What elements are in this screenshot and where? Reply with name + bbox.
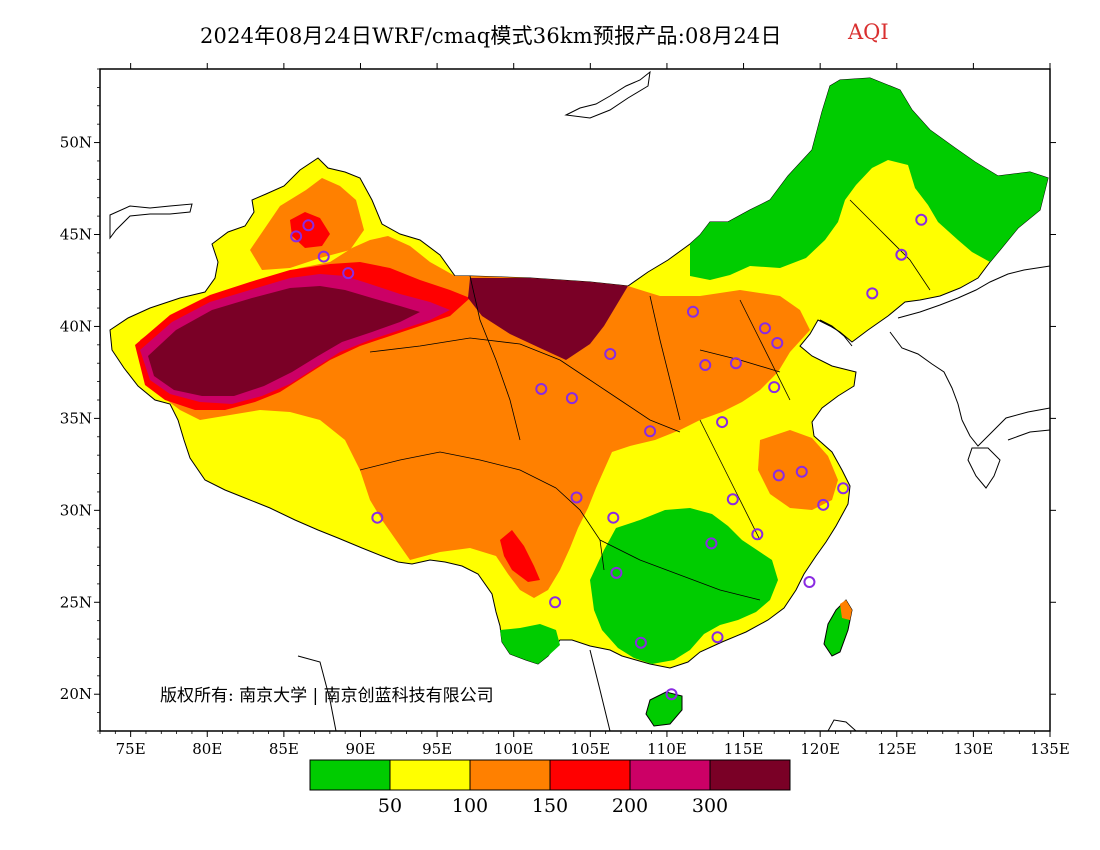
lon-tick-label: 85E: [269, 740, 299, 758]
lat-tick-label: 20N: [60, 685, 92, 703]
legend-swatch: [389, 759, 471, 791]
lon-tick-label: 130E: [954, 740, 994, 758]
city-station-marker: [795, 465, 808, 478]
legend-label: 200: [612, 795, 648, 817]
station-markers: [290, 213, 928, 701]
city-station-marker: [549, 596, 562, 609]
lon-tick-label: 125E: [877, 740, 917, 758]
legend-swatch: [629, 759, 711, 791]
city-station-marker: [699, 359, 712, 372]
city-station-marker: [290, 230, 303, 243]
city-station-marker: [607, 511, 620, 524]
city-station-marker: [644, 425, 657, 438]
city-station-marker: [837, 482, 850, 495]
legend-swatch: [709, 759, 791, 791]
city-station-marker: [317, 250, 330, 263]
city-station-marker: [705, 537, 718, 550]
city-station-marker: [915, 213, 928, 226]
hazardous-aqi-alxa: [468, 278, 628, 360]
lon-tick-label: 105E: [571, 740, 611, 758]
city-station-marker: [686, 305, 699, 318]
city-station-marker: [604, 348, 617, 361]
legend-swatch: [549, 759, 631, 791]
lon-tick-label: 90E: [345, 740, 375, 758]
city-station-marker: [768, 381, 781, 394]
lon-tick-label: 80E: [192, 740, 222, 758]
taiwan-north-usg: [840, 600, 852, 620]
city-station-marker: [772, 469, 785, 482]
unhealthy-aqi-southwest: [500, 530, 540, 582]
lon-tick-label: 120E: [800, 740, 840, 758]
lon-tick-label: 100E: [494, 740, 534, 758]
city-station-marker: [535, 382, 548, 395]
latitude-axis: 20N 25N 30N 35N 40N 45N 50N: [60, 68, 1056, 732]
lon-tick-label: 75E: [116, 740, 146, 758]
city-station-marker: [570, 491, 583, 504]
good-aqi-south: [590, 508, 778, 664]
city-station-marker: [726, 493, 739, 506]
variable-label: AQI: [848, 20, 889, 44]
city-station-marker: [342, 267, 355, 280]
lat-tick-label: 35N: [60, 409, 92, 427]
lon-tick-label: 115E: [724, 740, 764, 758]
lat-tick-label: 50N: [60, 134, 92, 152]
city-station-marker: [803, 576, 816, 589]
lon-tick-label: 135E: [1030, 740, 1070, 758]
city-station-marker: [817, 498, 830, 511]
map-content: [100, 69, 1050, 731]
aqi-legend: 50 100 150 200 300: [309, 759, 791, 817]
city-station-marker: [895, 248, 908, 261]
city-station-marker: [759, 322, 771, 335]
lon-tick-label: 95E: [422, 740, 452, 758]
lat-tick-label: 30N: [60, 501, 92, 519]
city-station-marker: [610, 566, 623, 579]
city-station-marker: [716, 416, 729, 429]
lon-tick-label: 110E: [647, 740, 687, 758]
legend-label: 150: [532, 795, 568, 817]
legend-swatch: [469, 759, 551, 791]
lat-tick-label: 40N: [60, 317, 92, 335]
map-title: 2024年08月24日WRF/cmaq模式36km预报产品:08月24日 AQI: [0, 20, 1100, 52]
hazardous-aqi-tarim: [148, 286, 420, 396]
good-aqi-southwest-edge: [500, 624, 560, 664]
city-station-marker: [665, 688, 678, 701]
city-station-marker: [634, 636, 647, 649]
city-station-marker: [371, 511, 384, 524]
title-text: 2024年08月24日WRF/cmaq模式36km预报产品:08月24日: [200, 24, 782, 48]
city-station-marker: [751, 528, 764, 541]
lat-tick-label: 45N: [60, 226, 92, 244]
longitude-axis: 75E 80E 85E 90E 95E 100E 105E 110E 115E 120E 125E 1…: [99, 63, 1070, 758]
city-station-marker: [771, 336, 784, 349]
legend-label: 300: [692, 795, 728, 817]
hainan-region: [645, 691, 683, 727]
neighbor-outlines: [109, 70, 1050, 731]
city-station-marker: [711, 631, 724, 644]
city-station-marker: [729, 357, 742, 370]
province-borders: [359, 199, 931, 601]
city-station-marker: [302, 219, 315, 232]
lat-tick-label: 25N: [60, 593, 92, 611]
city-station-marker: [565, 392, 578, 405]
legend-label: 50: [378, 795, 402, 817]
good-aqi-northeast: [690, 78, 1048, 280]
legend-label: 100: [452, 795, 488, 817]
copyright-text: 版权所有: 南京大学 | 南京创蓝科技有限公司: [160, 686, 494, 706]
legend-swatch: [309, 759, 391, 791]
city-station-marker: [866, 287, 879, 300]
